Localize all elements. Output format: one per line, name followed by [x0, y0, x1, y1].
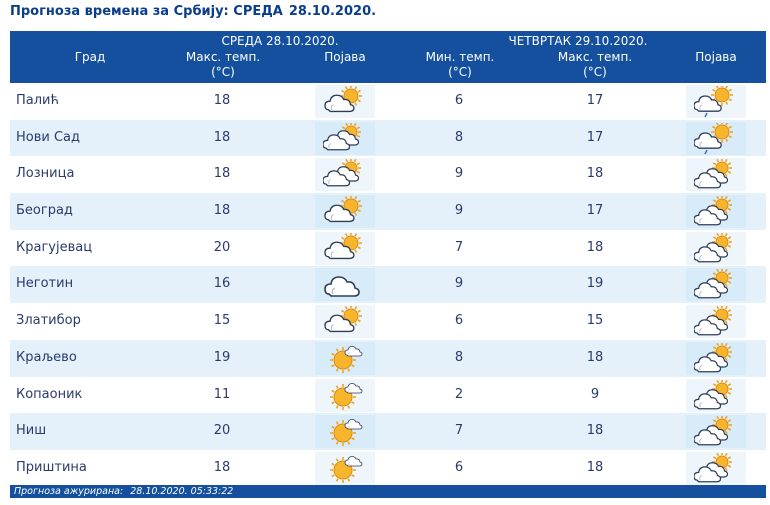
mostly-sunny-icon: [315, 451, 375, 485]
min-temp-day2: 8: [454, 349, 464, 365]
table-row: Златибор 15 6 15: [10, 303, 766, 340]
header-phenom-1: Појава: [324, 50, 366, 64]
min-temp-day2: 6: [454, 459, 464, 475]
city-name: Лозница: [16, 166, 75, 182]
header-day2: ЧЕТВРТАК 29.10.2020.: [508, 34, 648, 48]
city-name: Палић: [16, 93, 59, 108]
header-max-temp-2: Макс. темп.: [557, 50, 633, 64]
cloudy-sun-icon: [686, 378, 746, 412]
city-name: Златибор: [16, 313, 81, 329]
mostly-sunny-icon: [315, 378, 375, 412]
table-row: Лозница 18 9 18: [10, 156, 766, 193]
table-row: Београд 18 9 17: [10, 193, 766, 230]
mostly-sunny-icon: [315, 341, 375, 375]
partly-cloudy-icon: [315, 231, 375, 265]
table-row: Неготин 16 9 19: [10, 266, 766, 304]
page-title-text: Прогноза времена за Србију: СРЕДА: [10, 4, 283, 19]
city-name: Крагујевац: [16, 239, 93, 255]
max-temp-day2: 17: [586, 93, 604, 108]
partly-cloudy-drizzle-icon: [686, 121, 746, 155]
table-row: Палић 18 6 17: [10, 83, 766, 120]
max-temp-day1: 18: [213, 203, 231, 219]
min-temp-day2: 9: [454, 276, 464, 292]
page-title: Прогноза времена за Србију: СРЕДА 28.10.2…: [10, 4, 376, 19]
table-row: Приштина 18 6 18: [10, 450, 766, 487]
table-row: Нови Сад 18 8 17: [10, 119, 766, 157]
city-name: Београд: [16, 203, 73, 219]
max-temp-day1: 16: [213, 276, 231, 292]
table-row: Краљево 19 8 18: [10, 339, 766, 377]
max-temp-day1: 19: [213, 349, 231, 365]
min-temp-day2: 6: [454, 93, 464, 108]
min-temp-day2: 6: [454, 313, 464, 329]
partly-cloudy-icon: [315, 85, 375, 118]
overcast-icon: [315, 268, 375, 302]
max-temp-day2: 18: [586, 349, 604, 365]
header-max-temp-1: Макс. темп.: [185, 50, 261, 64]
max-temp-day2: 19: [586, 276, 604, 292]
max-temp-day1: 18: [213, 166, 231, 182]
cloudy-icon: [315, 158, 375, 192]
header-min-temp-2: Мин. темп.: [425, 50, 495, 64]
partly-cloudy-icon: [315, 195, 375, 229]
min-temp-day2: 8: [454, 129, 464, 145]
city-name: Копаоник: [16, 386, 83, 402]
table-row: Ниш 20 7 18: [10, 413, 766, 450]
header-max-temp-1-unit: (°C): [211, 65, 235, 79]
cloudy-icon: [315, 121, 375, 155]
max-temp-day2: 18: [586, 423, 604, 439]
max-temp-day1: 20: [213, 239, 231, 255]
max-temp-day1: 15: [213, 313, 231, 329]
city-name: Краљево: [16, 349, 77, 365]
header-max-temp-2-unit: (°C): [583, 65, 607, 79]
cloudy-sun-icon: [686, 268, 746, 302]
max-temp-day1: 18: [213, 93, 231, 108]
partly-cloudy-icon: [315, 305, 375, 339]
table-header: Град СРЕДА 28.10.2020. Макс. темп. (°C) …: [10, 31, 766, 83]
header-day1: СРЕДА 28.10.2020.: [221, 34, 339, 48]
max-temp-day2: 18: [586, 459, 604, 475]
table-body: Палић 18 6 17 Нови Сад 18 8 17 Лозница 18 9 18 Беогр…: [10, 83, 766, 487]
update-timestamp: 28.10.2020. 05:33:22: [130, 486, 234, 497]
header-phenom-2: Појава: [695, 50, 737, 64]
min-temp-day2: 2: [454, 386, 464, 402]
min-temp-day2: 9: [454, 166, 464, 182]
cloudy-sun-icon: [686, 158, 746, 192]
cloudy-sun-icon: [686, 305, 746, 339]
max-temp-day2: 17: [586, 129, 604, 145]
cloudy-sun-icon: [686, 231, 746, 265]
update-footer: Прогноза ажурирана: 28.10.2020. 05:33:22: [10, 485, 766, 498]
min-temp-day2: 7: [454, 423, 464, 439]
city-name: Нови Сад: [16, 129, 81, 145]
min-temp-day2: 7: [454, 239, 464, 255]
forecast-table: Град СРЕДА 28.10.2020. Макс. темп. (°C) …: [10, 31, 766, 487]
table-row: Крагујевац 20 7 18: [10, 230, 766, 267]
max-temp-day1: 18: [213, 459, 231, 475]
mostly-sunny-icon: [315, 415, 375, 449]
partly-cloudy-drizzle-icon: [686, 85, 746, 118]
max-temp-day2: 17: [586, 203, 604, 219]
city-name: Приштина: [16, 459, 87, 475]
header-city: Град: [74, 50, 106, 64]
max-temp-day2: 18: [586, 166, 604, 182]
max-temp-day2: 18: [586, 239, 604, 255]
cloudy-sun-icon: [686, 415, 746, 449]
cloudy-sun-icon: [686, 451, 746, 485]
max-temp-day1: 18: [213, 129, 231, 145]
page-title-date: 28.10.2020.: [288, 4, 377, 19]
max-temp-day1: 11: [213, 386, 231, 402]
city-name: Ниш: [16, 423, 47, 439]
cloudy-sun-icon: [686, 341, 746, 375]
max-temp-day2: 15: [586, 313, 604, 329]
max-temp-day1: 20: [213, 423, 231, 439]
min-temp-day2: 9: [454, 203, 464, 219]
cloudy-sun-icon: [686, 195, 746, 229]
header-min-temp-2-unit: (°C): [448, 65, 472, 79]
city-name: Неготин: [16, 276, 74, 292]
max-temp-day2: 9: [590, 386, 600, 402]
table-row: Копаоник 11 2 9: [10, 377, 766, 414]
update-label: Прогноза ажурирана:: [14, 486, 124, 497]
